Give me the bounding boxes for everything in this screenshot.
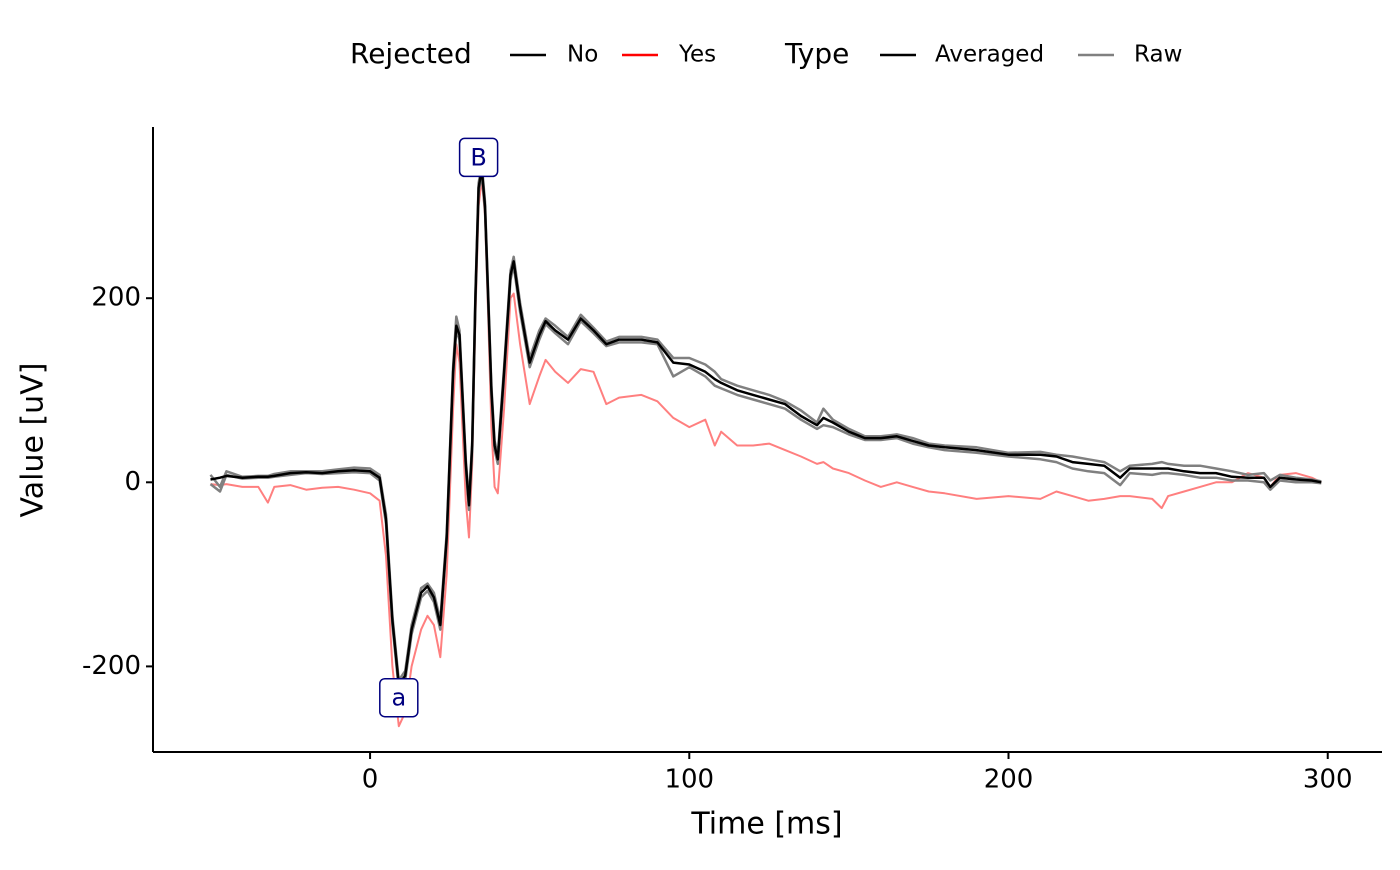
y-axis-title: Value [uV]	[16, 363, 51, 518]
series-line	[209, 172, 1322, 691]
x-axis-title: Time [ms]	[690, 807, 842, 842]
annotation-label: a	[391, 684, 406, 712]
x-tick-label: 300	[1303, 765, 1353, 795]
x-tick-label: 0	[362, 765, 379, 795]
y-tick-label: -200	[82, 651, 141, 681]
legend-label: Yes	[678, 42, 716, 68]
legend-title: Type	[784, 37, 849, 70]
series-line	[210, 168, 1322, 687]
legend-label: Averaged	[935, 42, 1044, 68]
x-tick-label: 200	[984, 765, 1034, 795]
x-tick-label: 100	[664, 765, 714, 795]
y-tick-label: 0	[124, 467, 141, 497]
legend-title: Rejected	[350, 37, 472, 70]
legend-label: No	[567, 42, 598, 68]
annotation-box	[379, 677, 419, 718]
series-line	[210, 177, 1322, 728]
y-tick-label: 200	[91, 283, 141, 313]
legend-label: Raw	[1134, 42, 1182, 68]
series-line	[209, 163, 1322, 682]
annotation-label: B	[470, 143, 486, 171]
annotation-box	[458, 137, 499, 178]
